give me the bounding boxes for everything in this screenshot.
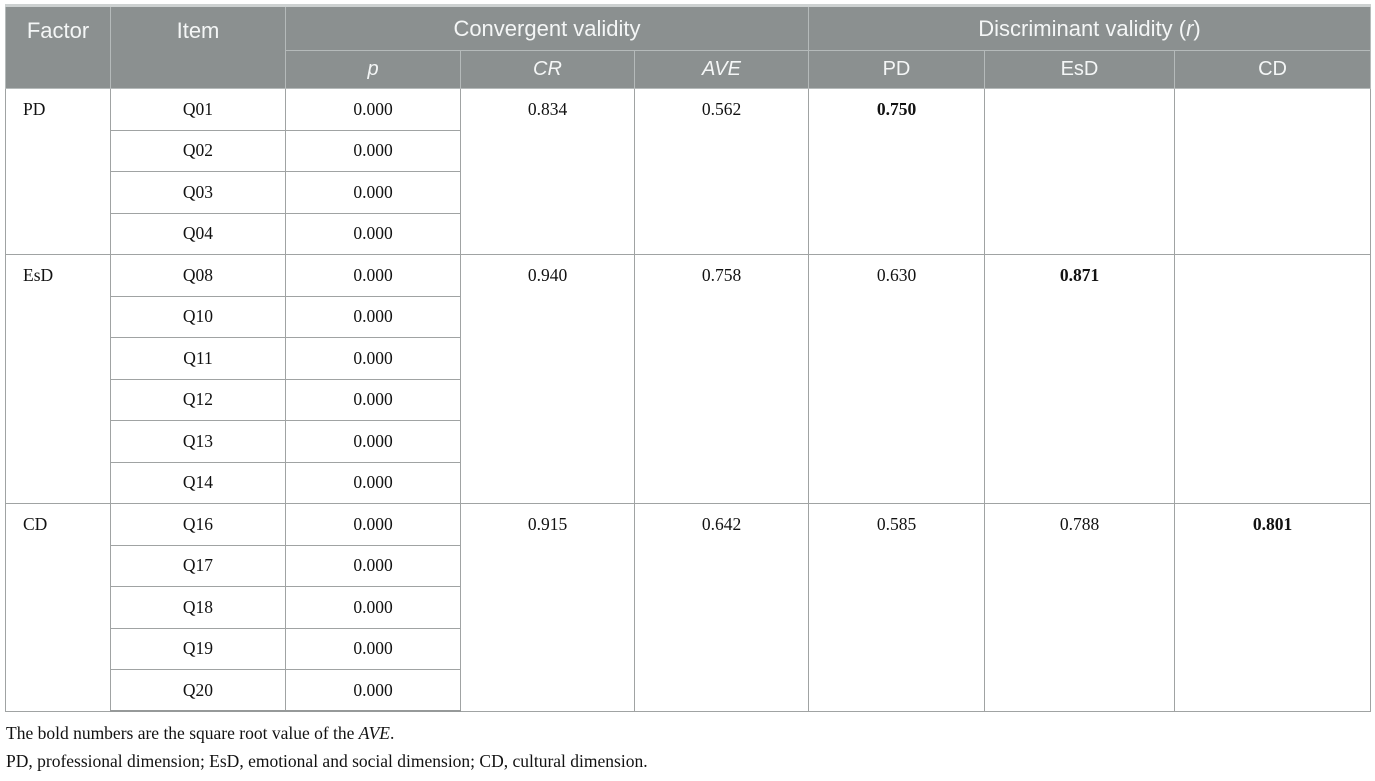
footnote-bold-values: The bold numbers are the square root val… <box>6 719 1370 747</box>
pd-column-header: PD <box>808 50 985 89</box>
p-value-cell: 0.000 <box>285 171 461 214</box>
item-cell: Q11 <box>110 337 286 380</box>
table-row: Q19 0.000 <box>6 627 1371 670</box>
p-value-cell: 0.000 <box>285 129 461 172</box>
pd-correlation-cell: 0.750 <box>808 88 985 255</box>
p-value-cell: 0.000 <box>285 212 461 255</box>
table-row: Q10 0.000 <box>6 295 1371 338</box>
esd-correlation-cell: 0.871 <box>984 254 1175 504</box>
item-cell: Q18 <box>110 586 286 629</box>
cr-value-cell: 0.940 <box>460 254 635 504</box>
table-row: EsD Q08 0.000 0.940 0.758 0.630 0.871 <box>5 254 1372 504</box>
table-row: Q17 0.000 <box>6 544 1371 587</box>
item-cell: Q17 <box>110 544 286 587</box>
discriminant-header-text: Discriminant validity ( <box>978 15 1187 41</box>
esd-correlation-cell: 0.788 <box>984 503 1175 712</box>
table-row: CD Q16 0.000 0.915 0.642 0.585 0.788 0.8… <box>5 503 1372 712</box>
table-row: Q20 0.000 <box>6 669 1371 712</box>
item-cell: Q01 <box>110 88 286 131</box>
discriminant-header-close-paren: ) <box>1193 15 1201 41</box>
item-cell: Q04 <box>110 212 286 255</box>
p-value-cell: 0.000 <box>285 420 461 463</box>
p-value-cell: 0.000 <box>285 461 461 504</box>
ave-value-cell: 0.642 <box>634 503 809 712</box>
discriminant-header-r-italic: r <box>1186 15 1194 41</box>
factor-cell: PD <box>5 88 111 255</box>
item-cell: Q14 <box>110 461 286 504</box>
item-cell: Q08 <box>110 254 286 297</box>
item-cell: Q03 <box>110 171 286 214</box>
ave-value-cell: 0.758 <box>634 254 809 504</box>
table-body: PD Q01 0.000 0.834 0.562 0.750 Q02 0.000… <box>5 88 1372 712</box>
pd-correlation-cell: 0.585 <box>808 503 985 712</box>
p-value-cell: 0.000 <box>285 337 461 380</box>
p-value-cell: 0.000 <box>285 544 461 587</box>
table-row: Q04 0.000 <box>6 212 1371 255</box>
p-value-cell: 0.000 <box>285 669 461 712</box>
p-value-cell: 0.000 <box>285 586 461 629</box>
table-footnotes: The bold numbers are the square root val… <box>6 719 1370 775</box>
item-cell: Q02 <box>110 129 286 172</box>
footnote-text: The bold numbers are the square root val… <box>6 723 359 743</box>
pd-correlation-cell: 0.630 <box>808 254 985 504</box>
cr-column-header: CR <box>460 50 635 89</box>
item-cell: Q12 <box>110 378 286 421</box>
table-row: Q02 0.000 <box>6 129 1371 172</box>
discriminant-validity-header: Discriminant validity (r) <box>807 4 1372 51</box>
cd-correlation-cell <box>1173 254 1372 504</box>
header-row-groups: Factor Item Convergent validity Discrimi… <box>5 4 1372 89</box>
cd-column-header: CD <box>1173 50 1372 89</box>
esd-column-header: EsD <box>984 50 1175 89</box>
table-row: Q03 0.000 <box>6 171 1371 214</box>
footnote-period: . <box>390 723 395 743</box>
p-value-cell: 0.000 <box>285 503 461 546</box>
ave-column-header: AVE <box>634 50 809 89</box>
table-row: Q18 0.000 <box>6 586 1371 629</box>
p-value-cell: 0.000 <box>285 88 461 131</box>
p-value-cell: 0.000 <box>285 378 461 421</box>
item-column-header: Item <box>110 4 286 89</box>
table-row: PD Q01 0.000 0.834 0.562 0.750 <box>5 88 1372 255</box>
p-value-cell: 0.000 <box>285 254 461 297</box>
p-value-cell: 0.000 <box>285 627 461 670</box>
table-header: Factor Item Convergent validity Discrimi… <box>5 4 1372 89</box>
footnote-abbreviations: PD, professional dimension; EsD, emotion… <box>6 751 648 771</box>
item-cell: Q10 <box>110 295 286 338</box>
p-value-cell: 0.000 <box>285 295 461 338</box>
footnote-ave-italic: AVE <box>358 723 390 743</box>
convergent-validity-header: Convergent validity <box>285 4 809 51</box>
item-cell: Q20 <box>110 669 286 712</box>
validity-table: Factor Item Convergent validity Discrimi… <box>5 4 1372 712</box>
table-row: Q13 0.000 <box>6 420 1371 463</box>
item-cell: Q13 <box>110 420 286 463</box>
table-row: Q12 0.000 <box>6 378 1371 421</box>
item-cell: Q19 <box>110 627 286 670</box>
factor-column-header: Factor <box>5 4 111 89</box>
ave-value-cell: 0.562 <box>634 88 809 255</box>
esd-correlation-cell <box>984 88 1175 255</box>
p-column-header: p <box>285 50 461 89</box>
factor-cell: EsD <box>5 254 111 504</box>
cr-value-cell: 0.915 <box>460 503 635 712</box>
item-cell: Q16 <box>110 503 286 546</box>
header-row-subcolumns: p CR AVE PD EsD CD <box>6 50 1372 89</box>
cd-correlation-cell <box>1173 88 1372 255</box>
table-row: Q11 0.000 <box>6 337 1371 380</box>
cr-value-cell: 0.834 <box>460 88 635 255</box>
cd-correlation-cell: 0.801 <box>1173 503 1372 712</box>
factor-cell: CD <box>5 503 111 712</box>
